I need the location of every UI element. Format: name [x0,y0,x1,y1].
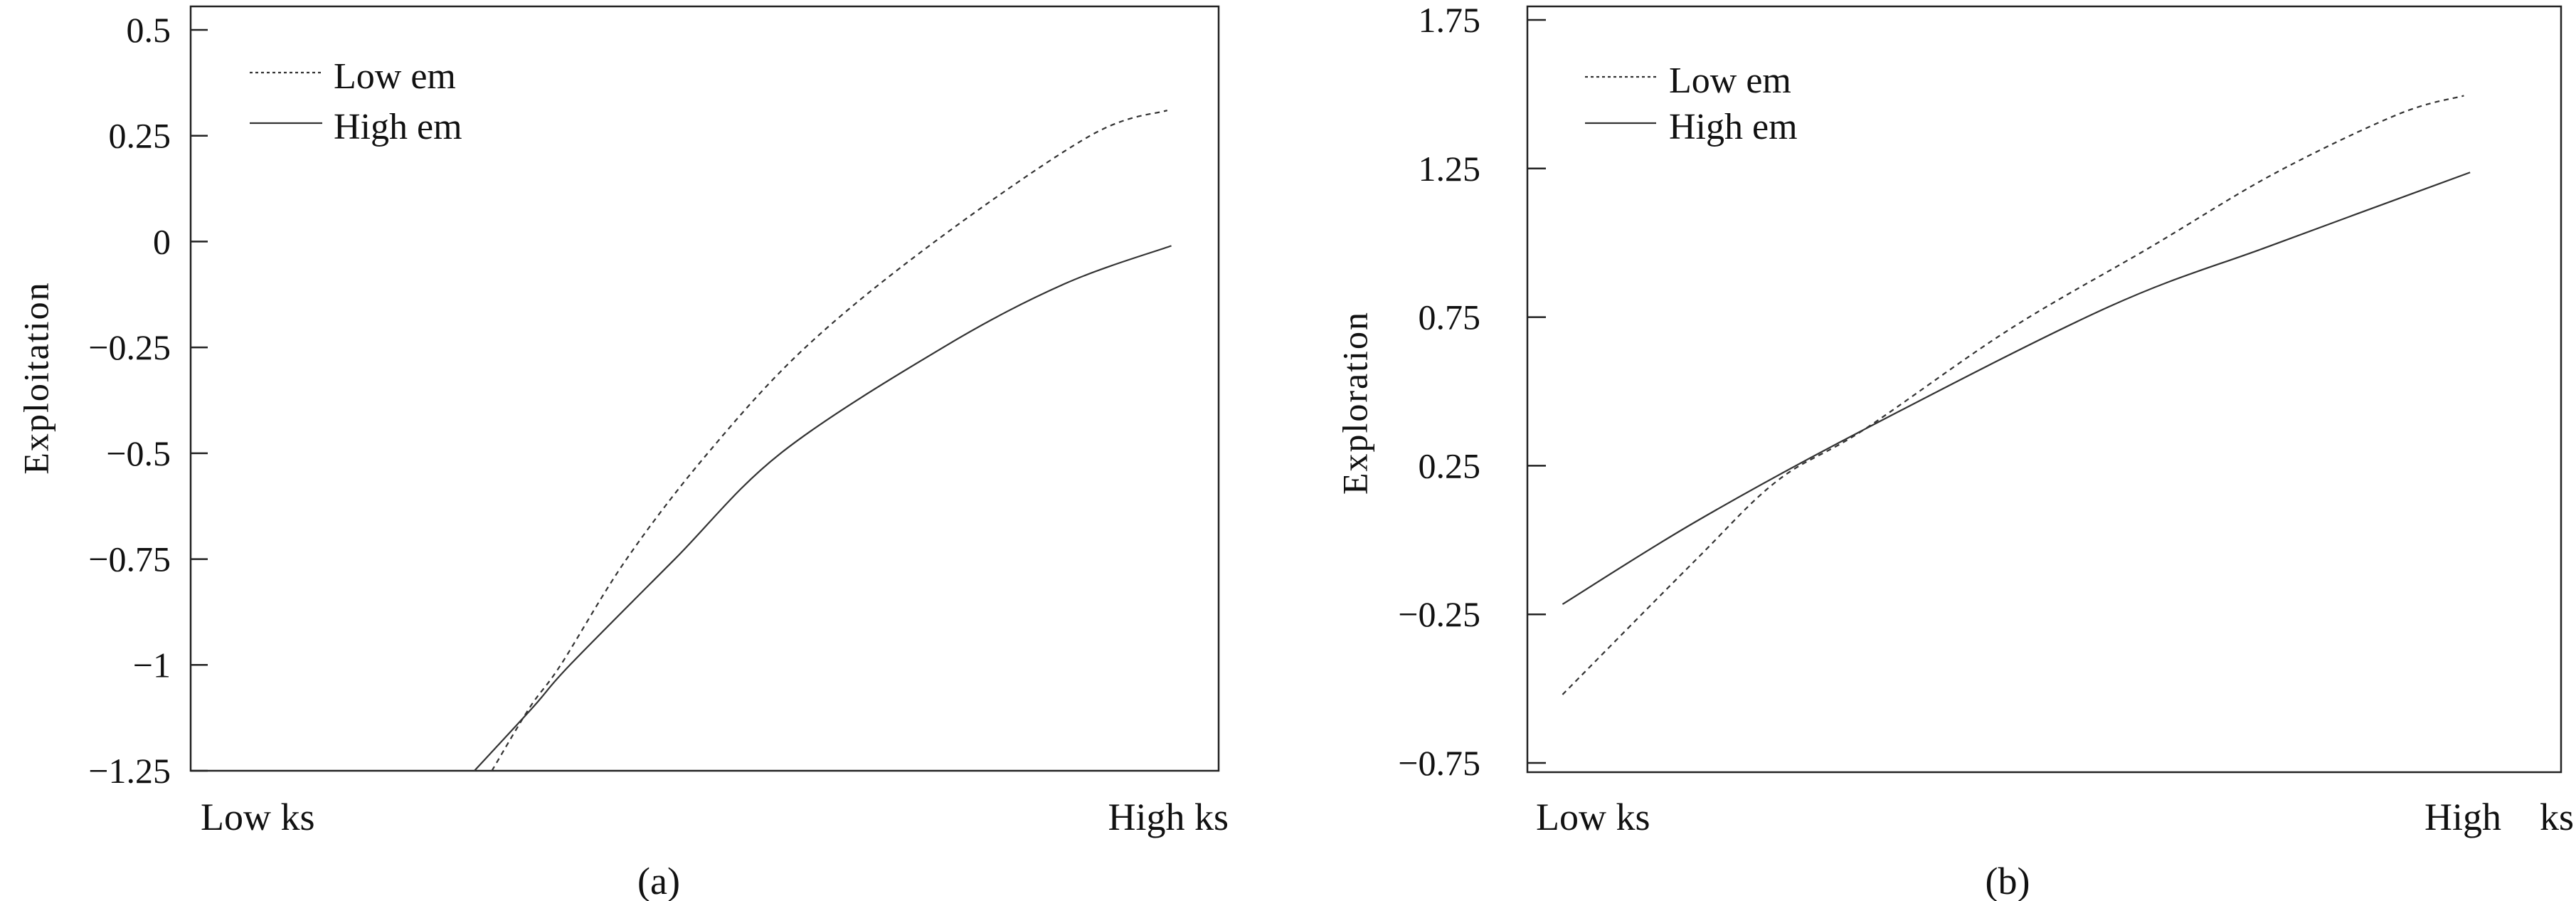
plot-frame [1526,5,2562,774]
x-label-high: High ks [2424,796,2574,838]
y-tick-label: 0.25 [1419,446,1481,485]
y-tick-label: −0.25 [1398,594,1480,634]
panel-label: (a) [637,860,680,901]
y-tick-label: −0.5 [106,433,171,473]
y-tick-label: −0.75 [1398,743,1480,783]
series-line-low-em [1562,95,2464,695]
y-tick-label: 1.75 [1419,0,1481,40]
y-tick-label: 1.25 [1419,149,1481,189]
series-line-high-em [474,245,1172,771]
y-tick-label: 0 [153,221,171,261]
series-line-low-em [491,109,1168,771]
chart-panel-b: 1.75 1.25 0.75 0.25 −0.25 −0.75 Exploration Low… [1335,0,2575,901]
x-label-high: High ks [1108,796,1229,838]
series-line-high-em [1562,172,2471,605]
y-axis-title: Exploration [1335,311,1375,495]
x-label-low: Low ks [201,796,315,838]
y-tick-label: 0.75 [1419,297,1481,337]
y-tick-label: 0.5 [127,10,171,50]
legend-label: High em [334,107,462,147]
x-label-low: Low ks [1536,796,1650,838]
y-axis-title: Exploitation [16,281,56,474]
panel-label: (b) [1986,860,2030,901]
chart-panel-a: 0.5 0.25 0 −0.25 −0.5 −0.75 −1 −1.25 Exploitatio… [16,5,1229,901]
y-tick-label: −0.75 [88,539,171,579]
y-tick-label: −1.25 [88,751,171,791]
legend-label: High em [1669,107,1798,147]
y-tick-label: −1 [133,645,171,685]
y-tick-label: 0.25 [109,116,171,156]
legend-label: Low em [334,56,456,97]
plot-frame [189,5,1220,772]
y-tick-label: −0.25 [88,327,171,367]
legend-label: Low em [1669,60,1791,101]
